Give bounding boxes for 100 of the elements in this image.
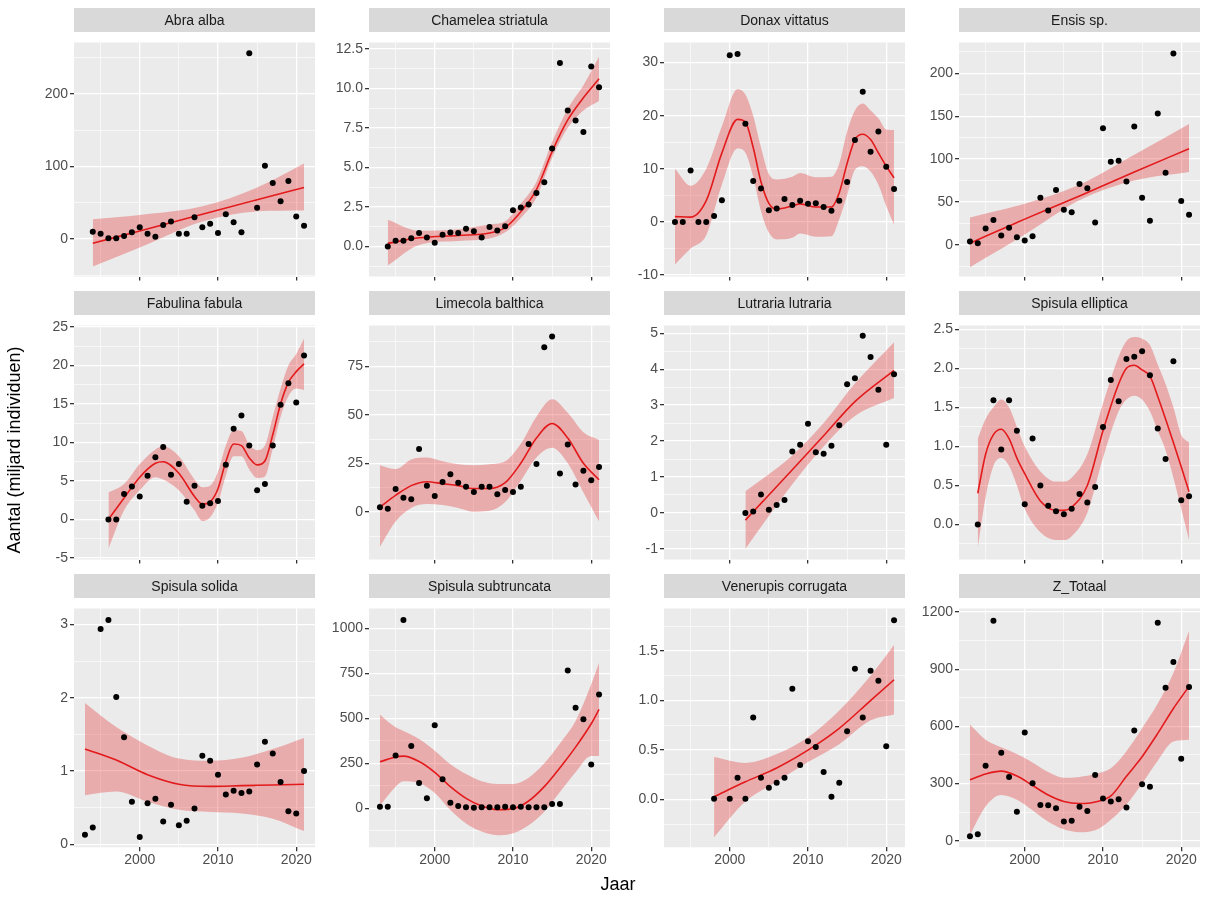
y-tick-label: 250	[339, 754, 364, 771]
point	[1037, 801, 1044, 808]
point	[974, 521, 981, 528]
point	[851, 375, 858, 382]
chart-title: Venerupis corrugata	[664, 574, 905, 598]
point	[478, 483, 485, 490]
point	[199, 502, 206, 509]
point	[285, 808, 292, 815]
point	[974, 831, 981, 838]
point	[199, 224, 206, 231]
point	[238, 789, 245, 796]
point	[998, 232, 1005, 239]
x-tick-label: 2010	[202, 851, 234, 868]
x-tick-label: 2020	[280, 851, 312, 868]
point	[168, 801, 175, 808]
x-tick-label: 2010	[497, 851, 529, 868]
point	[1146, 372, 1153, 379]
point	[1021, 237, 1028, 244]
point	[781, 196, 788, 203]
point	[113, 235, 120, 242]
point	[144, 230, 151, 237]
point	[89, 824, 96, 831]
point	[408, 235, 415, 242]
point	[533, 804, 540, 811]
point	[136, 493, 143, 500]
y-tick-label: 10	[642, 159, 659, 176]
point	[1115, 398, 1122, 405]
point	[1092, 484, 1099, 490]
point	[1029, 435, 1036, 442]
point	[486, 223, 493, 230]
point	[765, 207, 772, 214]
point	[883, 163, 890, 170]
point	[183, 230, 190, 237]
point	[222, 461, 229, 468]
point	[160, 222, 167, 229]
point	[549, 801, 556, 808]
point	[423, 482, 430, 489]
point	[376, 504, 383, 511]
y-tick-label: 1.0	[933, 437, 954, 454]
y-tick-label: 200	[44, 84, 69, 101]
point	[580, 128, 587, 135]
chart-title: Abra alba	[74, 8, 315, 32]
point	[269, 180, 276, 187]
point	[797, 761, 804, 768]
point	[408, 496, 415, 503]
point	[718, 197, 725, 204]
point	[765, 784, 772, 791]
y-tick-label: 1.5	[638, 641, 659, 658]
point	[828, 793, 835, 800]
point	[392, 485, 399, 492]
y-tick-label: 10.0	[335, 79, 364, 96]
point	[1131, 727, 1138, 734]
point	[494, 227, 501, 234]
point	[564, 107, 571, 114]
point	[517, 483, 524, 490]
point	[1131, 353, 1138, 360]
point	[486, 804, 493, 811]
point	[423, 234, 430, 241]
point	[596, 691, 603, 698]
point	[867, 667, 874, 674]
point	[392, 237, 399, 244]
point	[439, 479, 446, 486]
point	[875, 677, 882, 684]
point	[572, 704, 579, 711]
point	[293, 213, 300, 220]
point	[1092, 219, 1099, 226]
point	[836, 197, 843, 204]
y-tick-label: -1	[645, 539, 659, 556]
point	[136, 224, 143, 231]
y-tick-label: 0	[60, 510, 69, 527]
y-tick-label: 10	[52, 433, 69, 450]
point	[509, 804, 516, 811]
point	[580, 716, 587, 723]
point	[525, 804, 532, 811]
point	[214, 230, 221, 237]
point	[97, 230, 104, 237]
point	[1076, 180, 1083, 187]
y-tick-label: 200	[929, 64, 954, 81]
point	[1060, 511, 1067, 518]
point	[1006, 774, 1013, 781]
point	[1053, 508, 1060, 515]
point	[384, 505, 391, 512]
point	[238, 229, 245, 236]
point	[238, 412, 245, 419]
point	[1115, 157, 1122, 164]
y-tick-label: 750	[339, 664, 364, 681]
point	[431, 722, 438, 729]
point	[1037, 194, 1044, 201]
point	[207, 757, 214, 764]
point	[1045, 802, 1052, 809]
point	[750, 508, 757, 515]
point	[447, 799, 454, 806]
point	[1115, 796, 1122, 803]
point	[97, 625, 104, 632]
point	[549, 333, 556, 340]
point	[812, 744, 819, 751]
point	[572, 481, 579, 488]
y-tick-label: 50	[937, 192, 954, 209]
point	[1107, 377, 1114, 384]
point	[160, 444, 167, 451]
